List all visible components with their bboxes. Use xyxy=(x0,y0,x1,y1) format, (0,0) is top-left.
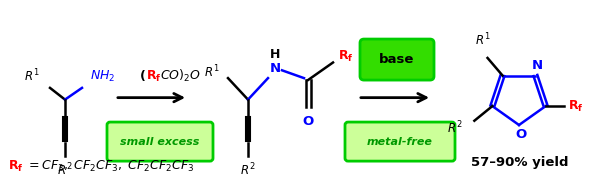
Text: N: N xyxy=(269,62,281,75)
Text: $R^1$: $R^1$ xyxy=(25,68,40,84)
Text: O: O xyxy=(302,115,314,128)
Text: $R^1$: $R^1$ xyxy=(205,64,220,81)
Text: H: H xyxy=(270,48,280,61)
Text: $\mathbf{R_f}$: $\mathbf{R_f}$ xyxy=(8,159,23,174)
Text: $R^2$: $R^2$ xyxy=(240,162,256,179)
Text: N: N xyxy=(532,59,543,72)
Text: $R^2$: $R^2$ xyxy=(447,119,463,136)
Text: $CO)_2O$: $CO)_2O$ xyxy=(160,68,201,84)
Text: $\mathbf{R_f}$: $\mathbf{R_f}$ xyxy=(568,98,583,114)
FancyBboxPatch shape xyxy=(345,122,455,161)
Text: $= CF_3,\ CF_2CF_3,\ CF_2CF_2CF_3$: $= CF_3,\ CF_2CF_3,\ CF_2CF_2CF_3$ xyxy=(26,159,194,174)
Text: $\mathbf{R_f}$: $\mathbf{R_f}$ xyxy=(338,49,353,64)
Text: O: O xyxy=(515,128,527,141)
FancyBboxPatch shape xyxy=(107,122,213,161)
Text: small excess: small excess xyxy=(121,136,200,147)
Text: base: base xyxy=(379,53,415,66)
Text: $NH_2$: $NH_2$ xyxy=(90,69,115,84)
Text: metal-free: metal-free xyxy=(367,136,433,147)
Text: (: ( xyxy=(140,70,146,83)
Text: 57–90% yield: 57–90% yield xyxy=(471,156,569,169)
Text: $R^1$: $R^1$ xyxy=(475,32,490,48)
Text: $\mathbf{R_f}$: $\mathbf{R_f}$ xyxy=(146,69,161,84)
FancyBboxPatch shape xyxy=(360,39,434,80)
Text: $R^2$: $R^2$ xyxy=(57,162,73,179)
